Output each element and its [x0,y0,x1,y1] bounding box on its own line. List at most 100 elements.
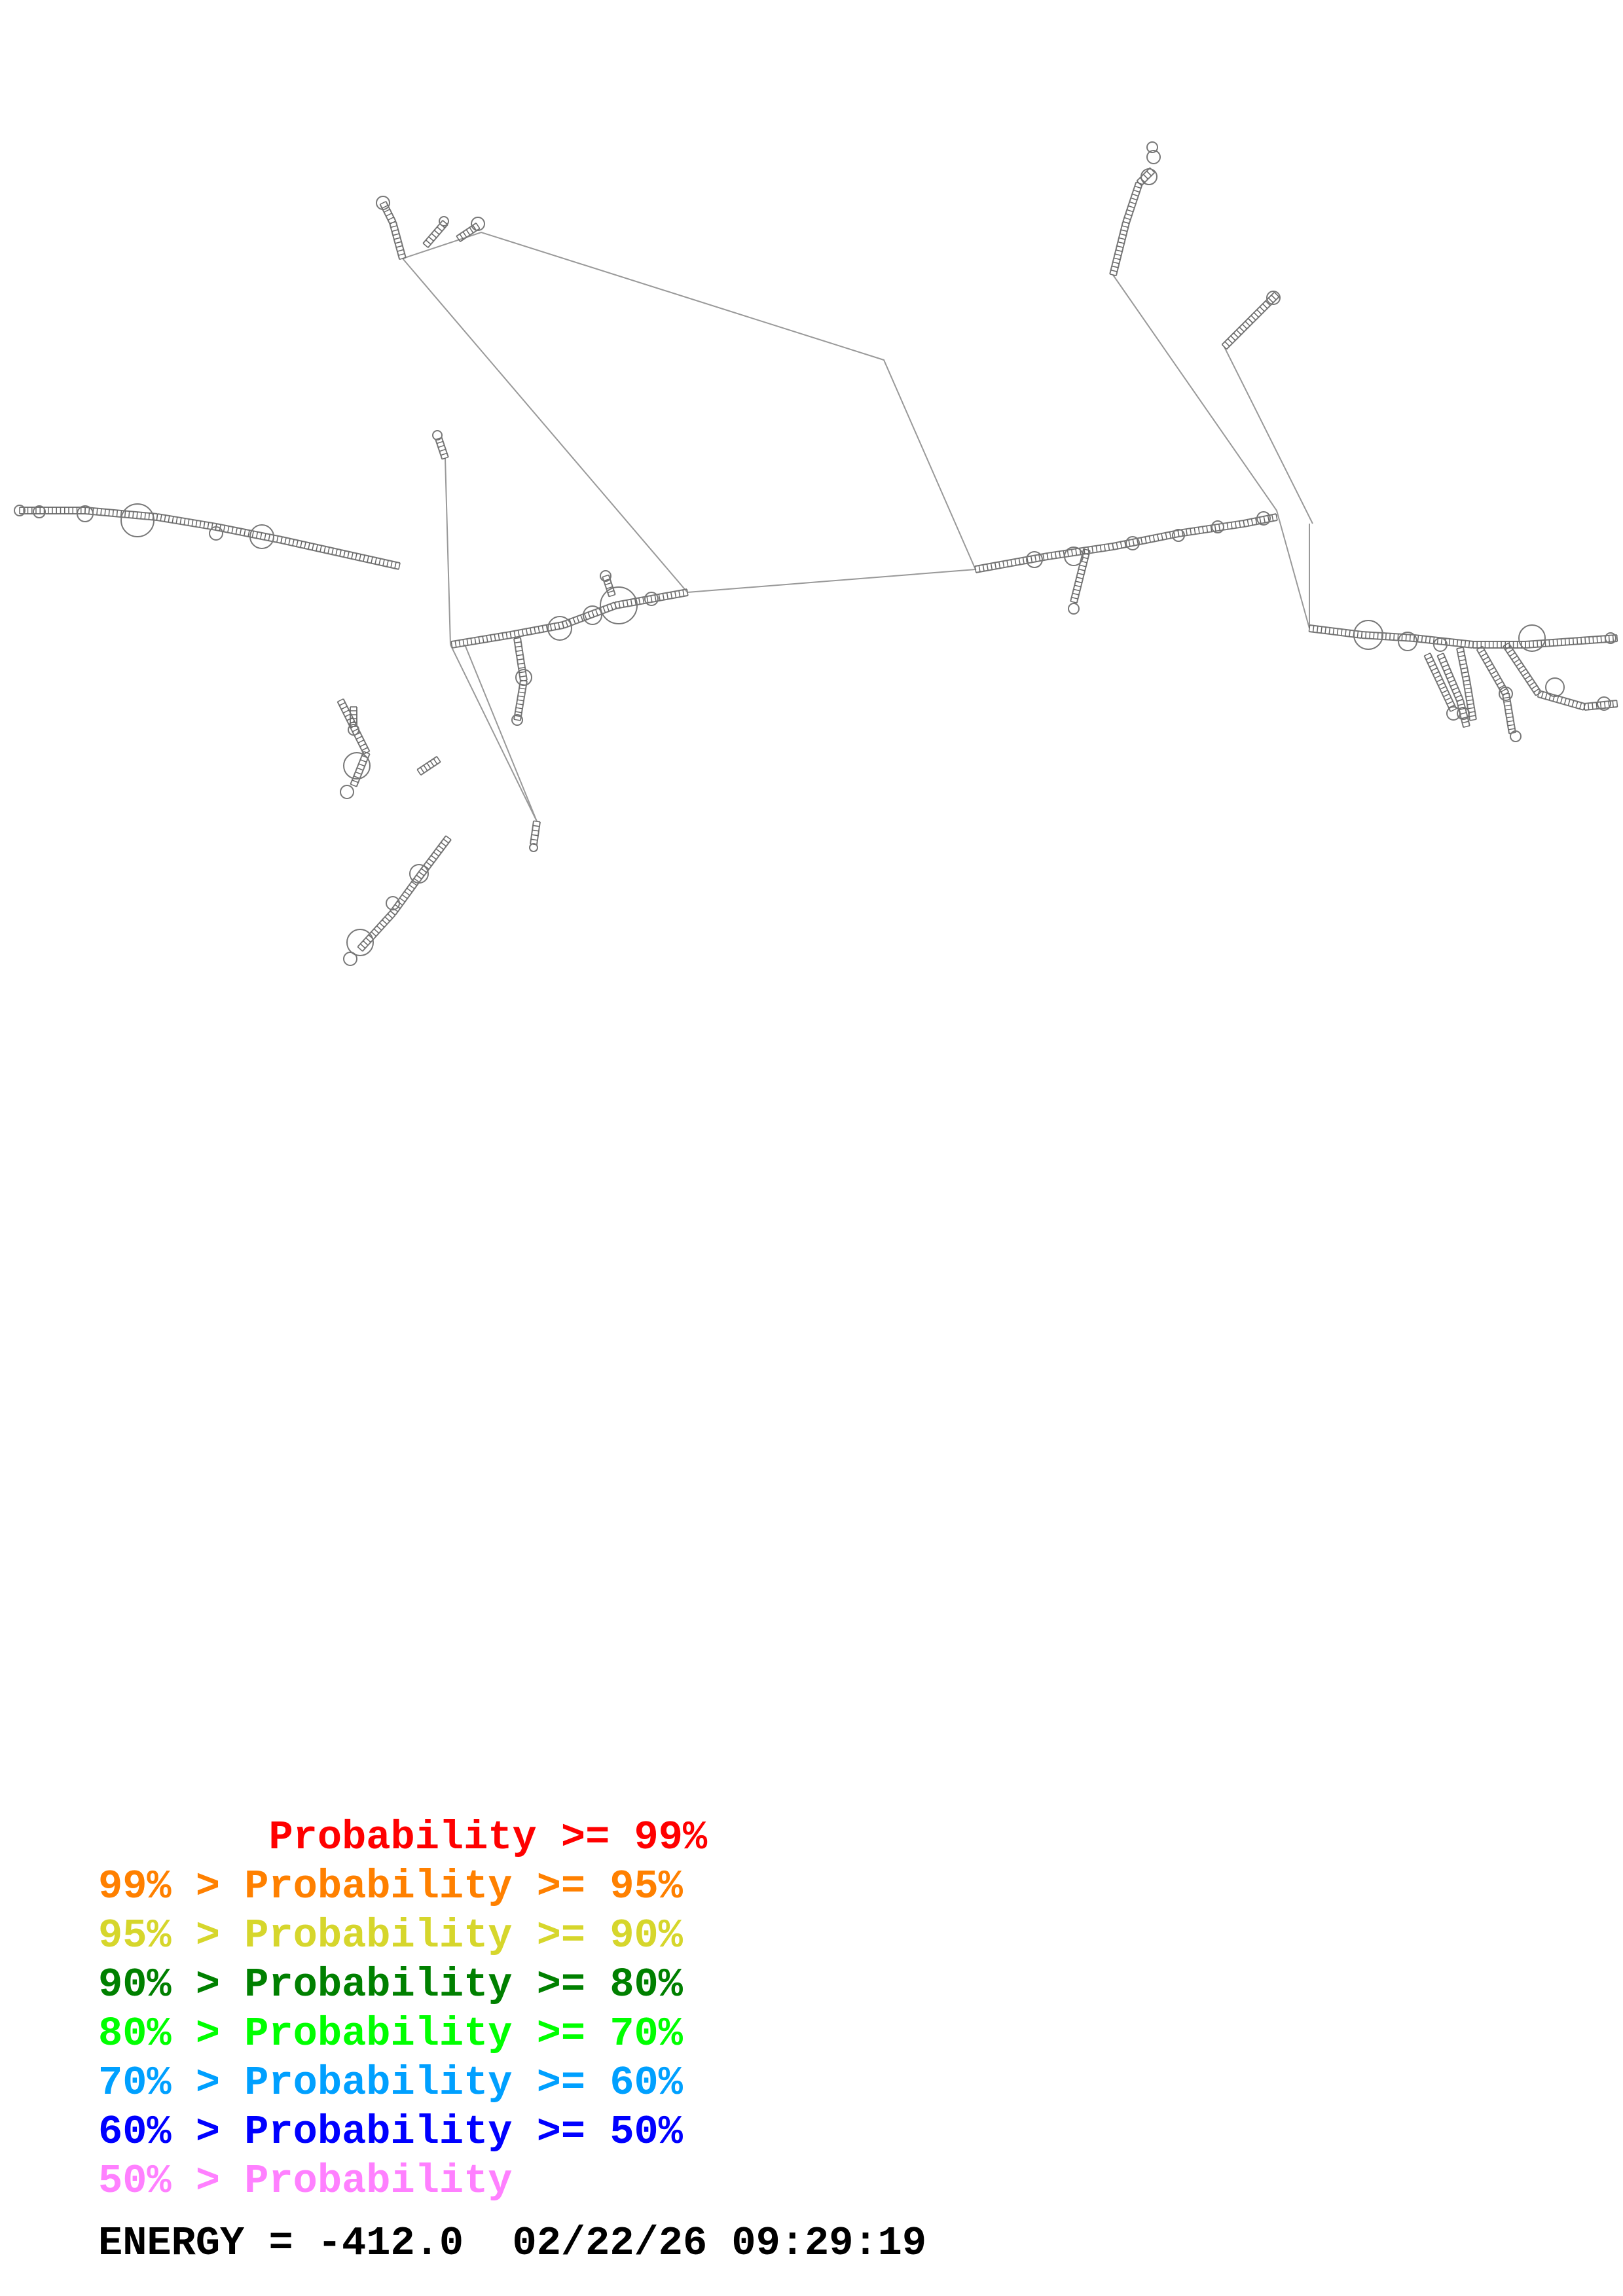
legend-label: Probability >= 95% [244,1863,683,1910]
loop [1140,168,1158,185]
helix [19,507,86,514]
loop [1211,520,1224,533]
legend-label: Probability >= 60% [244,2060,683,2106]
helix [156,513,217,531]
legend-row: 80% > Probability >= 70% [98,2009,707,2058]
loop [209,526,223,541]
loop [343,952,357,966]
helix [1221,317,1254,350]
loop [346,929,374,956]
helix [1456,699,1470,728]
helix [1046,543,1114,560]
loop [1146,150,1161,164]
loop [432,430,443,440]
legend-label: Probability >= 90% [244,1912,683,1959]
loop [644,592,659,606]
loop [583,605,602,625]
helix [1463,679,1477,721]
legend-row: 95% > Probability >= 90% [98,1911,707,1960]
loop [249,524,274,549]
legend-threshold: 70% > [98,2060,245,2106]
loop [1266,291,1281,305]
helix [1136,167,1156,187]
loop [1172,529,1185,542]
helix [513,679,528,721]
helix [1243,513,1278,528]
loop [1398,632,1417,651]
helix [561,601,617,629]
helix [974,552,1049,573]
loop [439,216,449,226]
loop [529,843,538,852]
helix-layer [19,167,1618,952]
helix [450,631,512,649]
loop [511,714,523,726]
loop [1499,687,1513,701]
helix [602,574,616,598]
legend-threshold: 90% > [98,1962,245,2008]
rna-secondary-structure [14,141,1618,966]
legend-row: 60% > Probability >= 50% [98,2108,707,2157]
loop [1518,624,1546,652]
helix [1112,529,1180,550]
helix [389,221,407,260]
loop [600,586,638,624]
loop [1146,141,1158,153]
helix [1122,181,1143,224]
helix [350,706,357,727]
loop [1256,511,1271,526]
helix [422,220,448,248]
loop [348,724,359,736]
probability-legend: Probability >= 99% 99% > Probability >= 9… [98,1813,707,2206]
loop [1433,637,1448,652]
backbone-links [402,231,1313,822]
legend-label: Probability >= 70% [244,2011,683,2057]
loop [386,896,400,910]
loop [471,217,485,231]
helix [416,835,452,880]
loop-layer [14,141,1616,966]
helix [1524,634,1618,649]
helix [1177,520,1245,537]
legend-row: 90% > Probability >= 80% [98,1960,707,2009]
loop [600,570,611,582]
helix [435,437,449,460]
helix [357,910,396,952]
loop [1605,632,1616,644]
legend-threshold: 60% > [98,2109,245,2155]
helix [1360,631,1415,642]
loop [547,616,572,641]
loop [1597,696,1611,711]
loop [1446,706,1461,721]
loop [1026,551,1043,568]
loop [1064,547,1084,566]
legend-label: Probability >= 80% [244,1962,683,2008]
loop [409,864,429,884]
legend-row: Probability >= 99% [98,1813,707,1862]
loop [1353,620,1383,650]
legend-threshold: 50% > [98,2158,245,2204]
helix [530,820,541,846]
loop [1510,730,1522,742]
loop [1125,536,1140,550]
loop [77,505,94,522]
helix [280,536,342,557]
legend-threshold: 80% > [98,2011,245,2057]
loop [1545,677,1565,697]
helix [416,756,441,776]
helix [1070,548,1091,603]
helix [1456,647,1470,682]
loop [120,503,155,537]
energy-footer: ENERGY = -412.0 02/22/26 09:29:19 [98,2220,926,2267]
helix [1109,221,1130,276]
helix [1583,700,1618,711]
legend-label: Probability >= 50% [244,2109,683,2155]
legend-row: 99% > Probability >= 95% [98,1862,707,1911]
legend-label: Probability >= 99% [268,1814,708,1861]
legend-row: 50% > Probability [98,2157,707,2206]
timestamp: 02/22/26 09:29:19 [512,2220,927,2267]
helix [1413,634,1474,649]
legend-threshold [98,1814,268,1861]
helix [1503,642,1542,696]
loop [515,669,532,686]
